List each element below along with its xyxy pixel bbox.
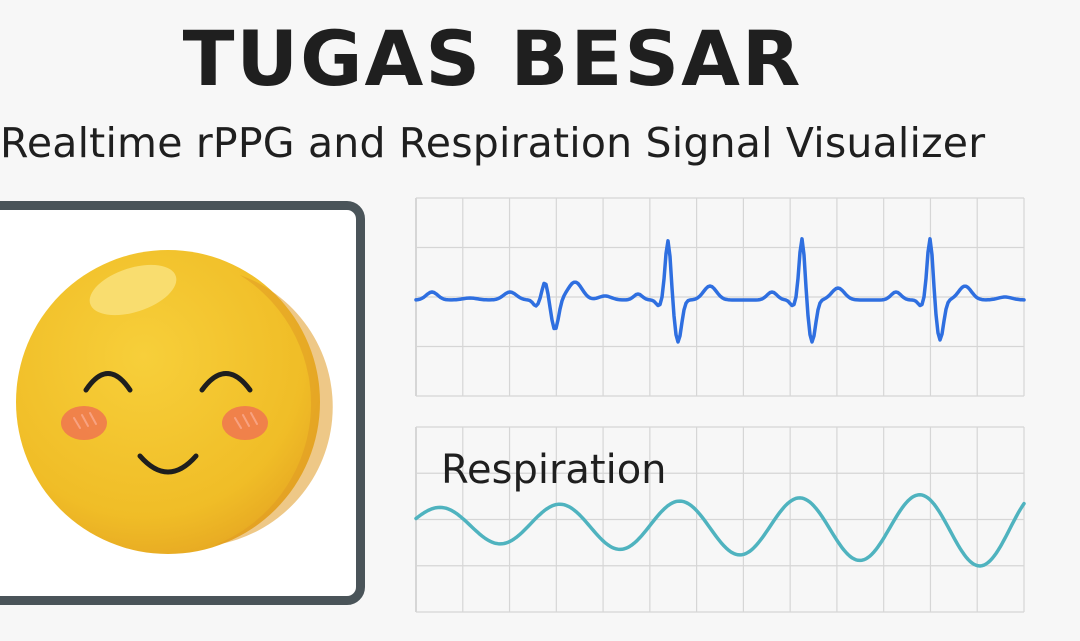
rppg-signal-line bbox=[414, 237, 1026, 344]
respiration-signal-line bbox=[414, 493, 1026, 568]
page-subtitle: Realtime rPPG and Respiration Signal Vis… bbox=[0, 119, 986, 167]
respiration-chart-label: Respiration bbox=[441, 447, 667, 493]
page-title: TUGAS BESAR bbox=[182, 14, 803, 103]
